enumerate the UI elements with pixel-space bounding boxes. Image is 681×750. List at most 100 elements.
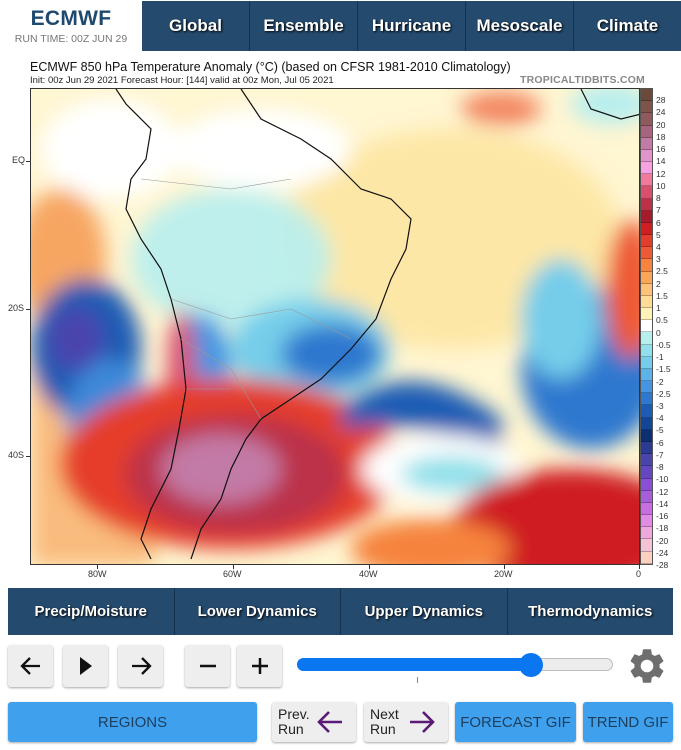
next-frame-button[interactable]: [118, 645, 163, 687]
colorbar-segment: [641, 210, 652, 223]
colorbar-label: 18: [656, 131, 666, 142]
colorbar-segment: [641, 332, 652, 345]
colorbar-label: 5: [656, 229, 661, 240]
colorbar: [640, 88, 653, 565]
map-subtitle: Init: 00z Jun 29 2021 Forecast Hour: [14…: [30, 75, 334, 86]
colorbar-label: -1.5: [656, 364, 671, 375]
lat-tick: [26, 456, 30, 457]
colorbar-label: 14: [656, 156, 666, 167]
category-nav: Precip/Moisture Lower Dynamics Upper Dyn…: [8, 588, 673, 635]
colorbar-segment: [641, 125, 652, 138]
slider-thumb[interactable]: [519, 653, 543, 677]
colorbar-segment: [641, 429, 652, 442]
colorbar-segment: [641, 393, 652, 406]
colorbar-segment: [641, 247, 652, 260]
prev-run-label: Prev. Run: [272, 707, 314, 737]
colorbar-segment: [641, 174, 652, 187]
colorbar-segment: [641, 551, 652, 564]
prev-run-line2: Run: [278, 721, 304, 737]
colorbar-labels: 28 24 20 18 16 14 12 10 8 7 6 5 4 3 2.5 2 1.5 1 0.5 0 -0.5 -1…: [656, 88, 681, 570]
nav-precip-moisture[interactable]: Precip/Moisture: [8, 588, 175, 635]
map-graphic: [31, 89, 639, 564]
colorbar-label: -10: [656, 474, 669, 485]
colorbar-segment: [641, 320, 652, 333]
nav-global[interactable]: Global: [142, 1, 250, 51]
colorbar-label: 2.5: [656, 266, 668, 277]
nav-upper-dynamics[interactable]: Upper Dynamics: [341, 588, 508, 635]
colorbar-segment: [641, 283, 652, 296]
colorbar-label: 20: [656, 119, 666, 130]
colorbar-segment: [641, 502, 652, 516]
colorbar-label: -5: [656, 425, 664, 436]
colorbar-label: 28: [656, 95, 666, 106]
colorbar-label: -1: [656, 352, 664, 363]
colorbar-label: -4: [656, 413, 664, 424]
lon-label-80w: 80W: [88, 569, 107, 579]
colorbar-segment: [641, 198, 652, 211]
trend-gif-button[interactable]: TREND GIF: [583, 702, 673, 742]
colorbar-segment: [641, 113, 652, 126]
colorbar-segment: [641, 271, 652, 284]
colorbar-segment: [641, 417, 652, 430]
top-nav: Global Ensemble Hurricane Mesoscale Clim…: [142, 1, 681, 51]
temperature-anomaly-map[interactable]: [30, 88, 640, 565]
lon-label-20w: 20W: [494, 569, 513, 579]
forecast-gif-button[interactable]: FORECAST GIF: [455, 702, 576, 742]
nav-mesoscale[interactable]: Mesoscale: [466, 1, 574, 51]
slider-tick-mark: [417, 677, 418, 683]
slider-fill: [297, 658, 537, 671]
colorbar-segment: [641, 539, 652, 552]
colorbar-label: 0: [656, 327, 661, 338]
colorbar-segment: [641, 490, 652, 503]
zoom-out-button[interactable]: [185, 645, 230, 687]
regions-button[interactable]: REGIONS: [8, 702, 257, 742]
minus-icon: [199, 664, 216, 668]
colorbar-label: 12: [656, 168, 666, 179]
next-run-button[interactable]: Next Run: [364, 702, 448, 742]
site-header: ECMWF RUN TIME: 00Z JUN 29 Global Ensemb…: [0, 0, 681, 52]
lat-label-eq: EQ: [12, 155, 26, 165]
colorbar-label: 16: [656, 144, 666, 155]
nav-hurricane[interactable]: Hurricane: [358, 1, 466, 51]
colorbar-label: 6: [656, 217, 661, 228]
settings-button[interactable]: [626, 645, 668, 687]
colorbar-label: -16: [656, 511, 669, 522]
colorbar-label: -14: [656, 498, 669, 509]
prev-frame-button[interactable]: [8, 645, 53, 687]
lon-tick: [504, 565, 505, 569]
model-name: ECMWF: [30, 7, 112, 30]
lon-label-40w: 40W: [359, 569, 378, 579]
arrow-left-icon: [317, 711, 342, 733]
play-icon: [79, 657, 92, 675]
lon-tick: [369, 565, 370, 569]
colorbar-label: -20: [656, 535, 669, 546]
colorbar-segment: [641, 356, 652, 369]
colorbar-label: 2: [656, 278, 661, 289]
colorbar-label: -0.5: [656, 339, 671, 350]
colorbar-label: 1: [656, 303, 661, 314]
nav-lower-dynamics[interactable]: Lower Dynamics: [175, 588, 341, 635]
colorbar-segment: [641, 466, 652, 479]
model-brand[interactable]: ECMWF RUN TIME: 00Z JUN 29: [0, 0, 142, 52]
colorbar-label: -3: [656, 401, 664, 411]
lat-label-20s: 20S: [8, 303, 25, 313]
colorbar-label: -18: [656, 523, 669, 534]
colorbar-label: -24: [656, 547, 669, 558]
colorbar-segment: [641, 405, 652, 418]
play-button[interactable]: [63, 645, 108, 687]
nav-climate[interactable]: Climate: [574, 1, 681, 51]
colorbar-label: 7: [656, 205, 661, 216]
colorbar-label: -28: [656, 560, 669, 570]
forecast-hour-slider[interactable]: [297, 653, 613, 677]
prev-run-button[interactable]: Prev. Run: [272, 702, 356, 742]
lon-tick: [233, 565, 234, 569]
lon-label-0: 0: [636, 569, 642, 579]
run-time: RUN TIME: 00Z JUN 29: [14, 33, 128, 45]
nav-thermodynamics[interactable]: Thermodynamics: [528, 603, 653, 620]
colorbar-label: 10: [656, 180, 666, 191]
nav-ensemble[interactable]: Ensemble: [250, 1, 358, 51]
colorbar-label: -7: [656, 449, 664, 460]
zoom-in-button[interactable]: [237, 645, 282, 687]
colorbar-segment: [641, 308, 652, 321]
colorbar-segment: [641, 101, 652, 114]
